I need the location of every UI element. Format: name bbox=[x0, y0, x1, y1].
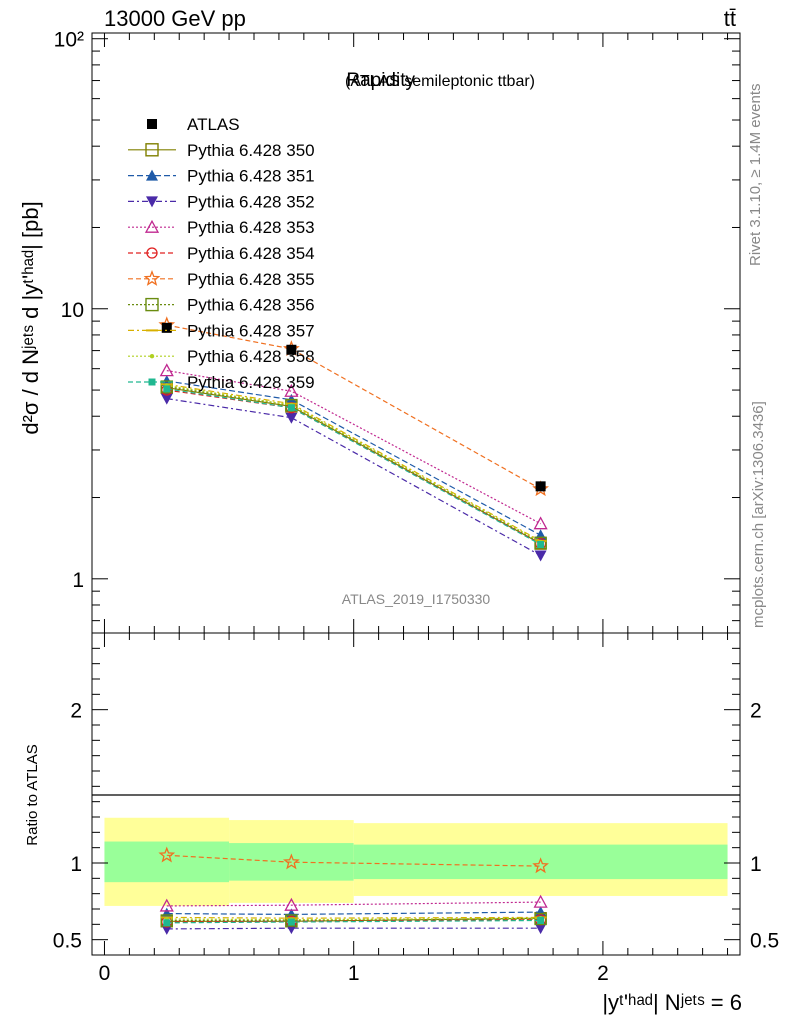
ratio-line-351 bbox=[166, 911, 541, 916]
main-series bbox=[158, 316, 549, 562]
ratio-line-355 bbox=[166, 854, 541, 867]
ratio-y-axis-label: Ratio to ATLAS bbox=[24, 744, 41, 845]
series-line-359 bbox=[166, 388, 541, 546]
legend-label: Pythia 6.428 358 bbox=[187, 347, 315, 366]
atlas-data-point bbox=[286, 344, 297, 355]
ratio-point-353 bbox=[159, 898, 174, 912]
y-tick-label: 10 bbox=[61, 299, 84, 322]
series-point-353 bbox=[284, 383, 299, 397]
legend-label: ATLAS bbox=[187, 115, 240, 134]
legend-marker bbox=[146, 247, 158, 259]
legend-marker bbox=[143, 269, 161, 286]
ratio-panel: 0.5 0.5 1 1 2 2 0 1 2 bbox=[53, 632, 779, 985]
series-line-352 bbox=[166, 398, 541, 557]
mcplots-label: mcplots.cern.ch [arXiv:1306.3436] bbox=[750, 401, 767, 628]
x-axis-label: |yᵗ'ʰᵃᵈ| Nʲᵉᵗˢ = 6 bbox=[602, 990, 742, 1015]
series-line-354 bbox=[166, 389, 541, 545]
x-tick-label: 1 bbox=[348, 962, 360, 985]
ratio-uncertainty-bands bbox=[104, 817, 728, 906]
series-point-359 bbox=[163, 385, 171, 393]
ratio-line-353 bbox=[166, 901, 541, 907]
main-y-axis-label: d²σ / d Nʲᵉᵗˢ d |yᵗ'ʰᵃᵈ| [pb] bbox=[18, 201, 43, 434]
ratio-point-359 bbox=[537, 917, 545, 924]
ratio-point-355 bbox=[532, 857, 549, 874]
ratio-point-351 bbox=[534, 906, 547, 918]
rivet-label: Rivet 3.1.10, ≥ 1.4M events bbox=[747, 84, 764, 267]
series-line-358 bbox=[166, 384, 541, 543]
ratio-point-351 bbox=[160, 907, 173, 919]
legend-label: Pythia 6.428 355 bbox=[187, 270, 315, 289]
legend-marker bbox=[144, 219, 160, 233]
legend-marker bbox=[146, 196, 158, 208]
x-tick-label: 0 bbox=[99, 962, 111, 985]
ratio-series bbox=[158, 846, 549, 935]
main-panel: 1 10 10² Rapidity (ATLAS semileptonic ttba… bbox=[54, 29, 741, 634]
ratio-ticks: 0.5 0.5 1 1 2 2 0 1 2 bbox=[53, 632, 779, 985]
ratio-point-355 bbox=[158, 846, 176, 863]
series-point-352 bbox=[160, 393, 173, 405]
legend-marker bbox=[148, 378, 156, 386]
header-left: 13000 GeV pp bbox=[104, 6, 246, 31]
ratio-y-tick-label: 0.5 bbox=[53, 930, 82, 953]
series-point-352 bbox=[534, 550, 547, 562]
legend-marker bbox=[145, 143, 159, 157]
chart-title-sub: (ATLAS semileptonic ttbar) bbox=[345, 73, 535, 90]
ratio-point-353 bbox=[533, 894, 548, 908]
ratio-line-357 bbox=[166, 916, 541, 919]
ratio-y-tick-label-right: 2 bbox=[750, 700, 762, 723]
series-point-359 bbox=[537, 540, 545, 548]
series-point-356 bbox=[534, 536, 547, 549]
header-right: tt̄ bbox=[724, 6, 736, 31]
legend-marker bbox=[145, 297, 159, 312]
legend: ATLAS Pythia 6.428 350 Pythia 6.428 351 Pyt… bbox=[128, 115, 315, 392]
legend-marker bbox=[149, 354, 155, 359]
series-point-353 bbox=[159, 363, 174, 377]
y-tick-label: 10² bbox=[54, 29, 84, 52]
series-line-350 bbox=[166, 387, 541, 545]
ratio-line-352 bbox=[166, 927, 541, 930]
ratio-y-tick-label: 2 bbox=[70, 700, 82, 723]
ratio-point-355 bbox=[283, 853, 300, 870]
green-band bbox=[353, 844, 728, 880]
series-line-357 bbox=[166, 383, 541, 542]
ratio-point-359 bbox=[287, 918, 295, 926]
legend-label: Pythia 6.428 350 bbox=[187, 141, 315, 160]
series-line-356 bbox=[166, 386, 541, 544]
legend-label: Pythia 6.428 356 bbox=[187, 296, 315, 315]
legend-label: Pythia 6.428 352 bbox=[187, 192, 315, 211]
series-point-353 bbox=[533, 516, 548, 530]
ratio-point-352 bbox=[534, 923, 547, 935]
ratio-point-356 bbox=[285, 914, 298, 927]
main-y-ticks: 1 10 10² bbox=[54, 29, 740, 633]
analysis-watermark: ATLAS_2019_I1750330 bbox=[342, 591, 491, 607]
atlas-data-point bbox=[535, 481, 546, 492]
ratio-y-tick-label-right: 1 bbox=[750, 853, 762, 876]
chart-title-main: Rapidity bbox=[346, 70, 415, 91]
series-point-359 bbox=[287, 404, 295, 412]
series-point-352 bbox=[285, 412, 298, 424]
legend-label: Pythia 6.428 353 bbox=[187, 218, 315, 237]
legend-label: Pythia 6.428 359 bbox=[187, 373, 315, 392]
ratio-y-tick-label-right: 0.5 bbox=[750, 930, 779, 953]
x-tick-label: 2 bbox=[597, 962, 609, 985]
ratio-point-353 bbox=[284, 897, 299, 911]
series-point-355 bbox=[532, 480, 549, 497]
legend-label: Pythia 6.428 354 bbox=[187, 244, 315, 263]
legend-marker bbox=[146, 169, 158, 181]
y-tick-label: 1 bbox=[72, 569, 84, 592]
legend-marker bbox=[147, 119, 157, 129]
atlas-data-point bbox=[161, 322, 172, 333]
legend-label: Pythia 6.428 351 bbox=[187, 167, 315, 186]
ratio-y-tick-label: 1 bbox=[70, 853, 82, 876]
series-line-355 bbox=[166, 324, 541, 490]
ratio-panel-frame bbox=[91, 632, 741, 956]
legend-label: Pythia 6.428 357 bbox=[187, 321, 315, 340]
ratio-point-356 bbox=[534, 912, 547, 926]
ratio-point-359 bbox=[163, 919, 171, 927]
